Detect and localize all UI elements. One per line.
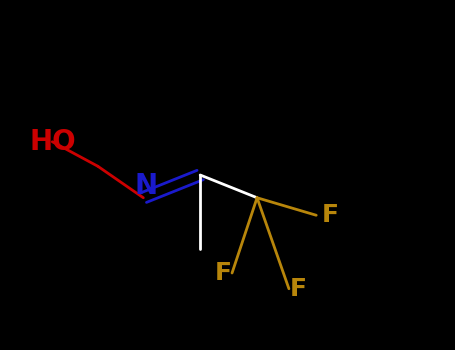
Text: F: F (321, 203, 339, 227)
Text: F: F (289, 277, 307, 301)
Text: F: F (214, 261, 232, 285)
Text: HO: HO (29, 128, 76, 156)
Text: N: N (134, 172, 157, 200)
